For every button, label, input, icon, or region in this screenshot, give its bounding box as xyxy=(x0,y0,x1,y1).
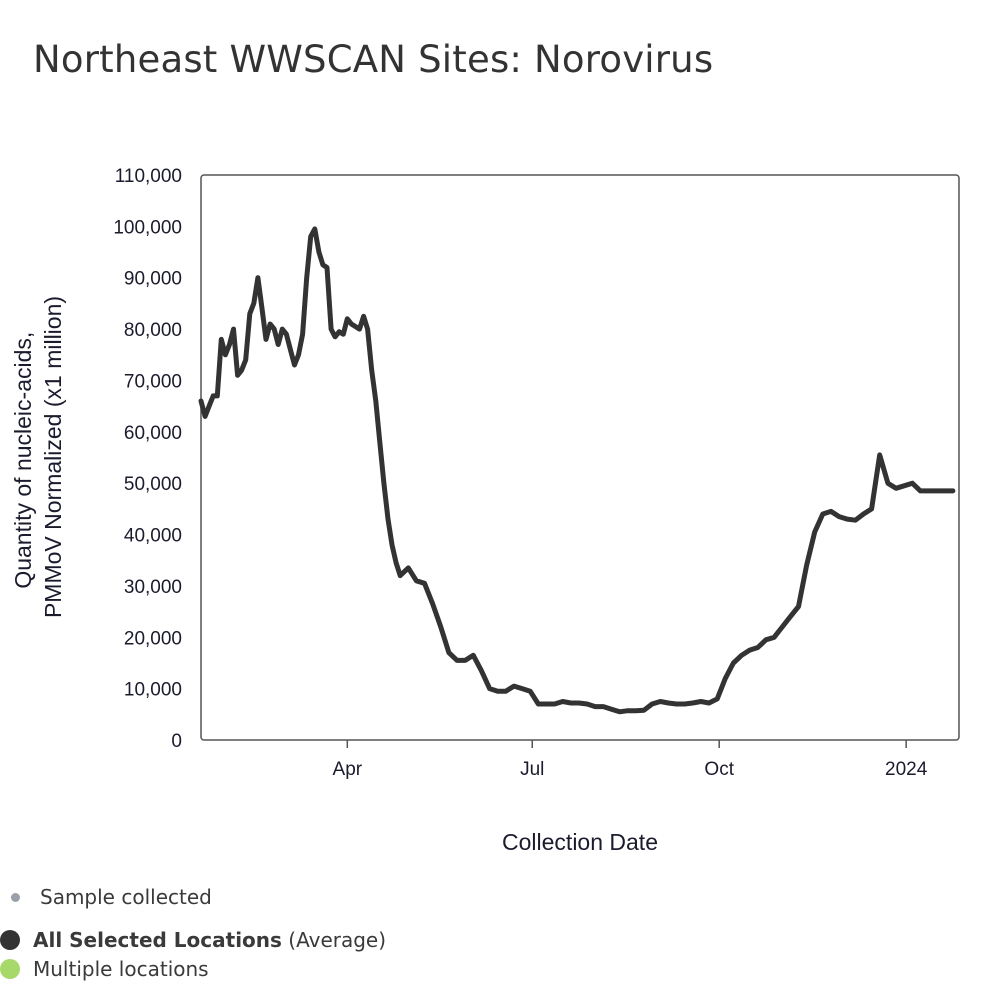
x-axis: Apr Jul Oct 2024 xyxy=(333,740,928,780)
y-tick-label: 10,000 xyxy=(124,680,182,701)
y-tick-label: 0 xyxy=(171,731,182,752)
y-tick-label: 90,000 xyxy=(124,269,182,290)
y-tick-label: 20,000 xyxy=(124,628,182,649)
plot-area-frame xyxy=(200,174,960,741)
legend-label-multiple-locations: Multiple locations xyxy=(33,957,209,981)
y-axis-title-line-2: PMMoV Normalized (x1 million) xyxy=(40,296,66,618)
series-line-all-selected-locations xyxy=(198,226,956,715)
x-tick-label: Jul xyxy=(520,759,544,780)
legend-item-multiple-locations: Multiple locations xyxy=(0,957,209,981)
legend-label-average-suffix: (Average) xyxy=(281,928,387,952)
legend-item-sample-collected: Sample collected xyxy=(11,885,212,909)
y-tick-label: 80,000 xyxy=(124,320,182,341)
multiple-locations-dot-icon xyxy=(0,959,20,979)
legend-label-all-selected: All Selected Locations (Average) xyxy=(33,928,386,952)
y-tick-label: 100,000 xyxy=(113,217,182,238)
x-axis-title: Collection Date xyxy=(502,829,658,855)
y-tick-label: 50,000 xyxy=(124,474,182,495)
series-layer xyxy=(198,226,956,715)
line-chart: 0 10,000 20,000 30,000 40,000 50,000 60,000 70,… xyxy=(10,166,960,855)
y-axis-title-line-1: Quantity of nucleic-acids, xyxy=(10,332,36,589)
legend-item-all-selected: All Selected Locations (Average) xyxy=(0,928,386,952)
sample-dot-icon xyxy=(11,892,20,902)
chart-title: Northeast WWSCAN Sites: Norovirus xyxy=(33,38,714,81)
legend-label-sample-collected: Sample collected xyxy=(40,885,212,909)
y-tick-label: 30,000 xyxy=(124,577,182,598)
y-tick-label: 110,000 xyxy=(115,166,182,187)
y-tick-label: 40,000 xyxy=(124,526,182,547)
y-tick-label: 60,000 xyxy=(124,423,182,444)
legend-label-all-selected-bold: All Selected Locations xyxy=(33,928,282,952)
x-tick-label: Apr xyxy=(333,759,363,780)
y-axis: 0 10,000 20,000 30,000 40,000 50,000 60,000 70,… xyxy=(113,166,182,752)
y-tick-label: 70,000 xyxy=(124,371,182,392)
y-axis-title: Quantity of nucleic-acids, PMMoV Normali… xyxy=(10,296,66,618)
average-dot-icon xyxy=(0,930,20,950)
x-tick-label: 2024 xyxy=(885,759,928,780)
x-tick-label: Oct xyxy=(704,759,734,780)
